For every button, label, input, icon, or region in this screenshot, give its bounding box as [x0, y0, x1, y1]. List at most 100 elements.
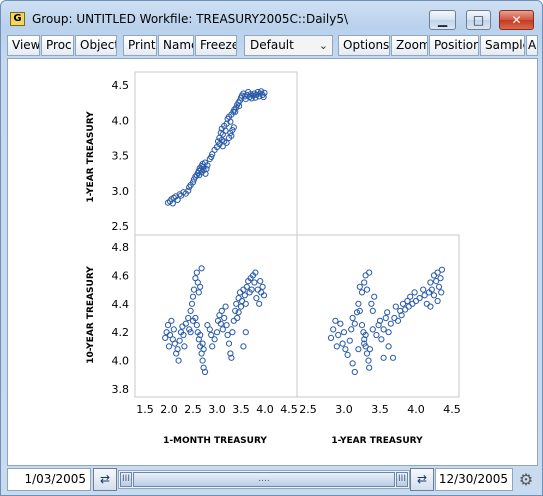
scatter-point: [202, 170, 209, 177]
scatter-point: [242, 300, 249, 307]
x-tick-label: 2.5: [184, 403, 202, 416]
scatter-point: [243, 283, 250, 290]
sample-range-slider[interactable]: III .... III: [118, 470, 410, 489]
scatter-point: [363, 350, 371, 357]
scatter-point: [365, 357, 372, 364]
scatter-point: [173, 350, 180, 357]
scatter-point: [201, 368, 209, 376]
scatter-point: [333, 343, 340, 350]
scatter-point: [236, 103, 243, 110]
x-tick-label: 4.0: [407, 403, 425, 416]
print-button[interactable]: Print: [123, 35, 157, 56]
scatter-point: [169, 200, 176, 207]
scatter-point: [342, 346, 349, 353]
scatter-point: [230, 124, 237, 131]
scatter-point: [251, 279, 258, 286]
minimize-icon: ▁: [437, 13, 448, 27]
maximize-button[interactable]: □: [466, 10, 491, 30]
truncated-toolbar-button[interactable]: A: [526, 35, 538, 56]
scatter-point: [435, 283, 443, 290]
scatter-point: [411, 289, 418, 296]
sample-button[interactable]: Sample: [480, 35, 525, 56]
scatter-point: [221, 314, 228, 322]
scatter-point: [349, 360, 356, 367]
scatter-point: [223, 139, 230, 146]
scatter-point: [438, 289, 445, 296]
scatter-point: [358, 322, 366, 329]
scatter-point: [174, 196, 181, 203]
scatter-point: [427, 303, 434, 310]
scatter-point: [420, 286, 427, 293]
close-icon: ✕: [511, 13, 522, 27]
scatter-point: [346, 337, 353, 344]
scatter-point: [200, 167, 207, 174]
scatter-point: [185, 187, 192, 194]
scatter-point: [433, 278, 440, 285]
options-button[interactable]: Options: [338, 35, 390, 56]
close-button[interactable]: ✕: [499, 10, 534, 30]
scatter-point: [168, 317, 175, 324]
scatter-point: [260, 292, 268, 299]
scatter-point: [257, 278, 264, 285]
sample-end-date[interactable]: 12/30/2005: [435, 468, 513, 491]
scatter-point: [252, 94, 259, 101]
scatter-point: [197, 331, 204, 339]
scatter-point: [404, 297, 411, 305]
scatter-point: [235, 295, 242, 302]
name-button[interactable]: Name: [158, 35, 194, 56]
sample-start-nav-button[interactable]: ⇄: [93, 468, 117, 491]
scatter-point: [380, 326, 387, 333]
x-tick-label: 3.5: [232, 403, 250, 416]
scatter-point: [234, 314, 241, 322]
y-tick-label: 3.0: [112, 185, 130, 198]
scatter-point: [260, 93, 267, 101]
slider-range-thumb[interactable]: ....: [133, 472, 395, 487]
scatter-point: [188, 300, 196, 307]
scatter-point: [231, 106, 238, 113]
scatter-point: [335, 331, 342, 339]
slider-right-handle[interactable]: III: [396, 472, 408, 487]
minimize-button[interactable]: ▁: [429, 10, 456, 30]
object-button[interactable]: Object: [75, 35, 117, 56]
sample-end-nav-button[interactable]: ⇄: [410, 468, 434, 491]
scatter-point: [190, 176, 198, 183]
scatter-point: [392, 303, 399, 310]
x-tick-label: 2.0: [160, 403, 178, 416]
scatter-point: [351, 368, 358, 376]
proc-button[interactable]: Proc: [41, 35, 74, 56]
scatter-point: [258, 88, 265, 95]
scatter-point: [190, 286, 198, 293]
scatter-point: [180, 331, 187, 339]
maximize-icon: □: [472, 13, 485, 27]
scatter-point: [344, 351, 351, 358]
scatter-point: [340, 329, 348, 336]
gear-icon[interactable]: ⚙: [518, 470, 534, 489]
scatter-point: [373, 331, 380, 339]
scatter-point: [174, 346, 181, 353]
scatter-point: [208, 153, 215, 161]
scatter-point: [163, 329, 170, 336]
zoom-button[interactable]: Zoom: [391, 35, 428, 56]
column-label-right: 1-YEAR TREASURY: [331, 436, 423, 446]
position-button[interactable]: Position: [429, 35, 479, 56]
view-button[interactable]: View: [7, 35, 40, 56]
scatter-point: [256, 93, 263, 100]
scatter-point: [230, 317, 237, 324]
scatter-point: [412, 297, 420, 305]
x-tick-label: 3.0: [335, 403, 353, 416]
scatter-point: [199, 357, 206, 364]
sample-start-date[interactable]: 1/03/2005: [7, 468, 91, 491]
scatter-point: [427, 279, 434, 286]
scatter-point: [428, 286, 435, 293]
scatter-point: [217, 320, 224, 327]
graph-template-select[interactable]: Default ⌄: [244, 35, 333, 56]
title-bar[interactable]: G Group: UNTITLED Workfile: TREASURY2005…: [1, 1, 542, 33]
freeze-button[interactable]: Freeze: [195, 35, 237, 56]
scatter-point: [213, 329, 221, 336]
scatter-point: [232, 307, 239, 314]
column-label-left: 1-MONTH TREASURY: [163, 436, 267, 446]
slider-left-handle[interactable]: III: [120, 472, 132, 487]
scatter-point: [162, 334, 169, 341]
y-tick-label: 4.0: [112, 355, 130, 368]
scatter-point: [253, 295, 260, 302]
